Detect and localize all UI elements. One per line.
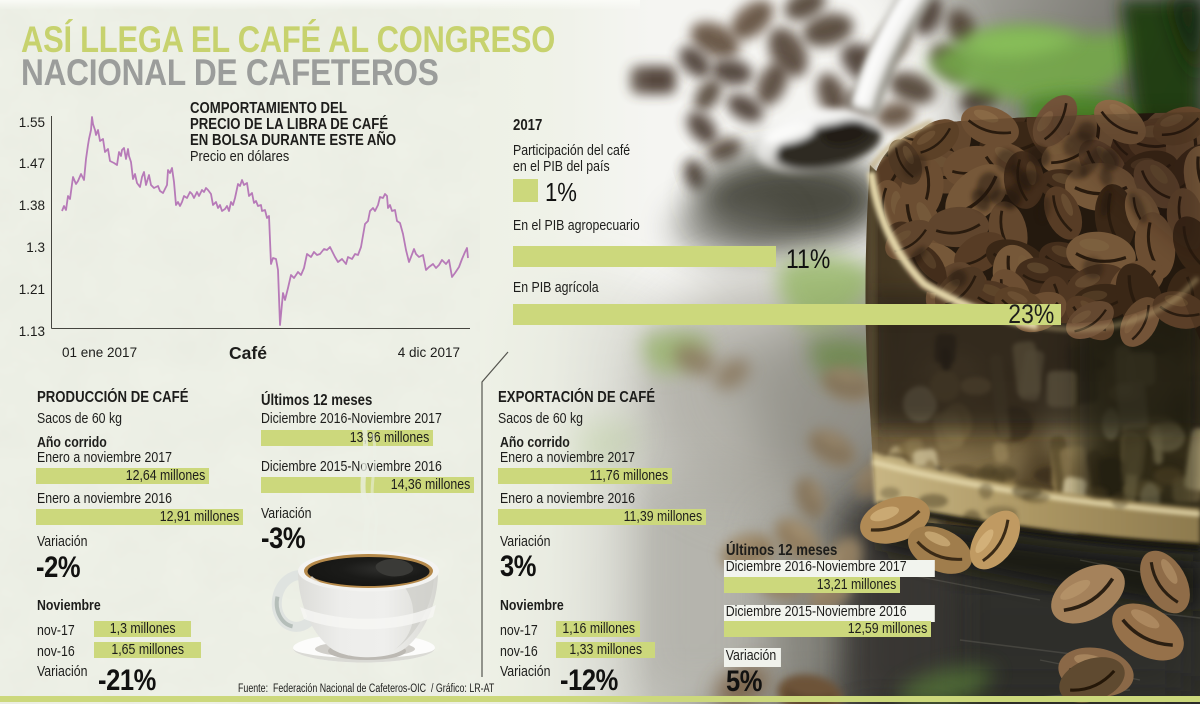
svg-text:1.13: 1.13 — [19, 324, 45, 339]
svg-text:1.21: 1.21 — [19, 282, 45, 297]
svg-text:Café: Café — [229, 343, 267, 363]
svg-text:4 dic 2017: 4 dic 2017 — [398, 345, 460, 360]
svg-text:1.38: 1.38 — [19, 198, 45, 213]
svg-text:01 ene 2017: 01 ene 2017 — [62, 345, 137, 360]
svg-text:1.47: 1.47 — [19, 156, 45, 171]
svg-text:1.3: 1.3 — [26, 240, 45, 255]
svg-text:1.55: 1.55 — [19, 115, 45, 130]
